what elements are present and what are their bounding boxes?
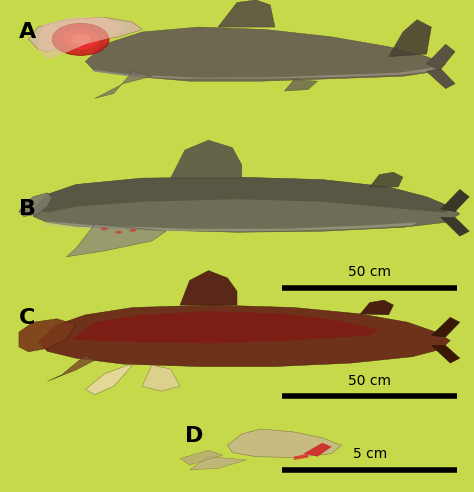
Polygon shape [427,69,455,89]
Text: C: C [19,308,36,328]
Polygon shape [190,457,246,470]
Polygon shape [431,317,460,337]
Polygon shape [389,20,431,57]
Ellipse shape [62,29,100,50]
Ellipse shape [129,229,137,232]
Polygon shape [180,271,237,305]
Text: D: D [185,426,203,446]
Text: 50 cm: 50 cm [348,374,391,388]
Polygon shape [284,80,318,91]
Ellipse shape [52,23,109,55]
Polygon shape [85,27,446,81]
Polygon shape [95,71,152,98]
Polygon shape [66,224,166,257]
Polygon shape [33,177,460,232]
Polygon shape [47,355,95,381]
Polygon shape [171,140,242,178]
Polygon shape [33,177,450,213]
Polygon shape [19,319,76,352]
Polygon shape [303,443,332,457]
Polygon shape [19,193,52,216]
Polygon shape [85,365,133,395]
Ellipse shape [115,231,122,234]
Polygon shape [360,300,393,315]
Polygon shape [43,221,417,231]
Polygon shape [142,365,180,391]
Polygon shape [38,17,123,59]
Text: B: B [19,199,36,219]
Polygon shape [441,189,469,212]
Polygon shape [441,217,469,236]
Polygon shape [370,172,403,187]
Polygon shape [28,17,142,52]
Text: 50 cm: 50 cm [348,266,391,279]
Ellipse shape [71,34,90,45]
Text: A: A [19,22,36,42]
Polygon shape [71,311,379,343]
Polygon shape [294,454,308,460]
Polygon shape [90,68,436,79]
Polygon shape [228,429,341,458]
Polygon shape [218,0,275,27]
Polygon shape [431,345,460,363]
Ellipse shape [100,227,108,230]
Text: 5 cm: 5 cm [353,448,387,461]
Polygon shape [427,44,455,69]
Polygon shape [38,305,450,367]
Polygon shape [180,450,223,465]
